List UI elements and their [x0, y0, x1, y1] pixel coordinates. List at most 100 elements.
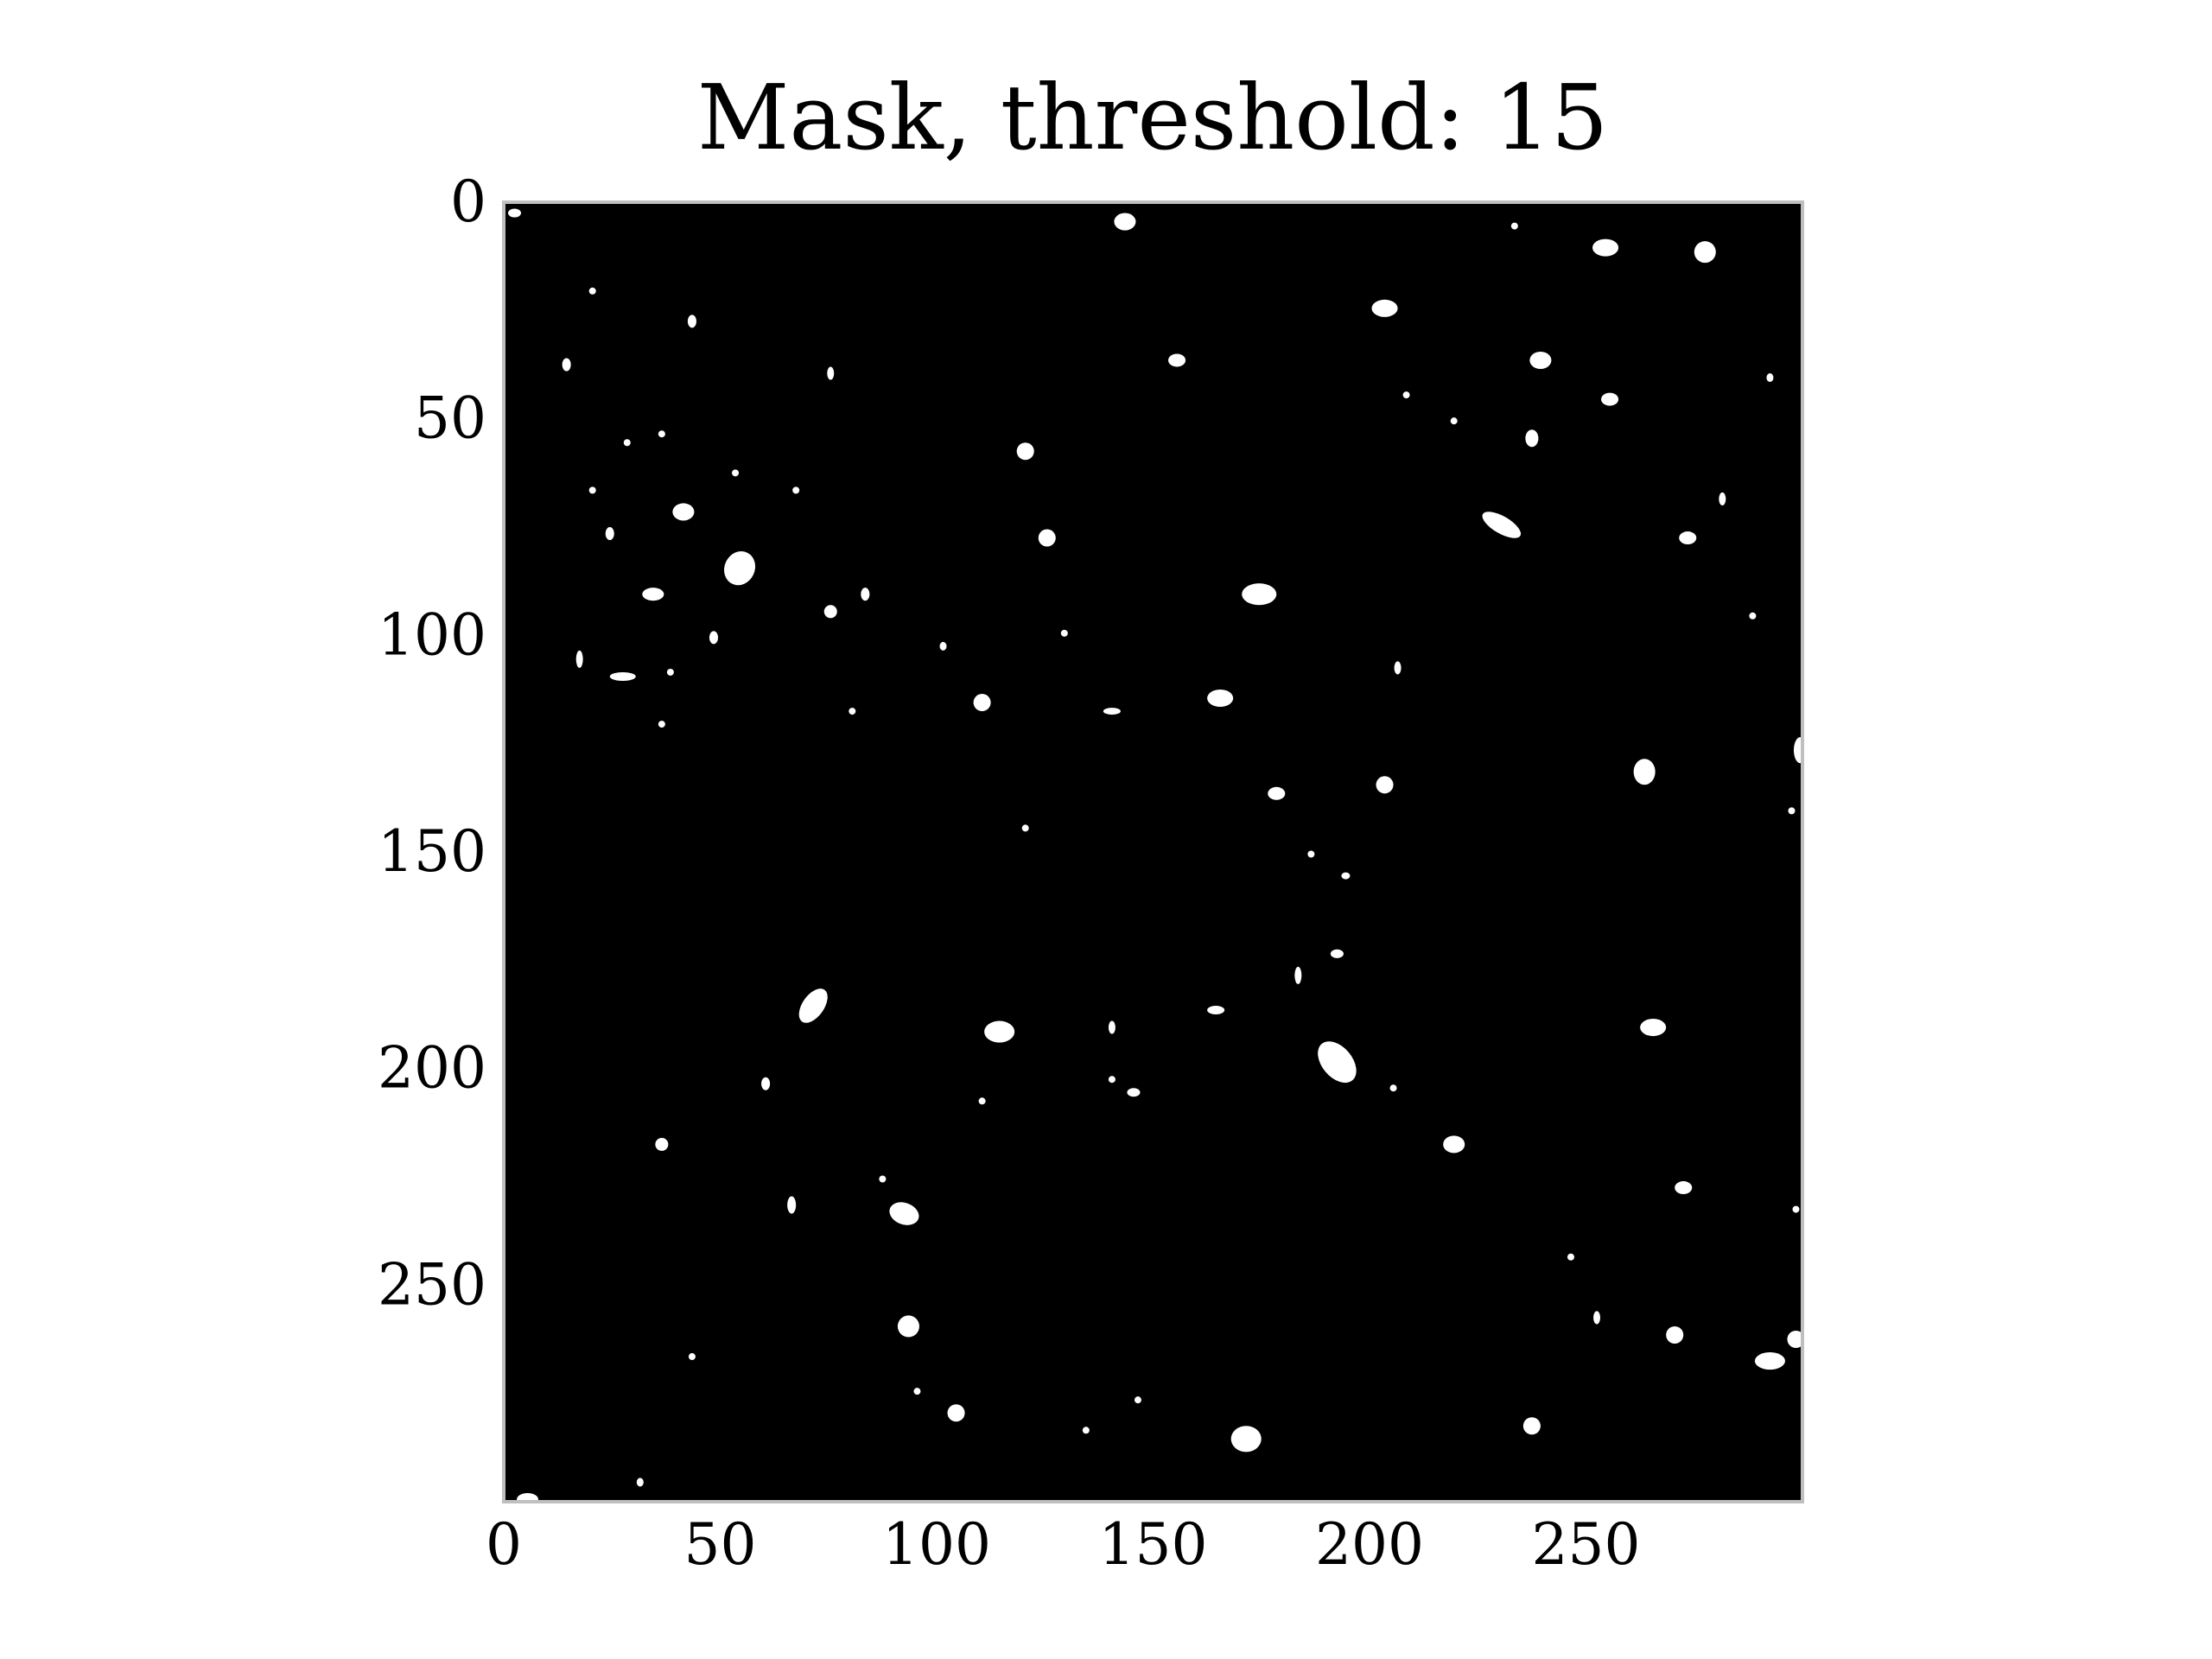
mask-blob — [636, 1478, 644, 1487]
mask-blob — [709, 631, 718, 645]
x-tick-label: 150 — [1099, 1511, 1208, 1578]
y-tick-label: 50 — [414, 385, 486, 452]
mask-blob — [1675, 1181, 1693, 1195]
mask-blob — [724, 550, 756, 586]
mask-blob — [1394, 661, 1402, 675]
mask-blob — [1788, 807, 1796, 815]
mask-blob — [1038, 529, 1056, 547]
mask-blob — [1749, 612, 1757, 620]
mask-blob — [1754, 1352, 1785, 1370]
mask-blob — [978, 1097, 986, 1105]
mask-blob — [1242, 583, 1277, 606]
y-tick-label: 100 — [378, 601, 486, 668]
mask-blob — [1482, 512, 1522, 538]
mask-blob — [939, 641, 947, 651]
x-tick-label: 100 — [882, 1511, 991, 1578]
mask-background — [504, 202, 1802, 1502]
mask-blob — [609, 671, 636, 681]
mask-blobs — [508, 208, 1808, 1507]
mask-blob — [1633, 759, 1656, 785]
x-tick-label: 50 — [684, 1511, 757, 1578]
x-tick-label: 0 — [486, 1511, 522, 1578]
mask-blob — [732, 469, 740, 477]
x-tick-label: 250 — [1532, 1511, 1641, 1578]
mask-blob — [1593, 1311, 1601, 1325]
mask-blob — [642, 588, 664, 601]
mask-blob — [792, 486, 800, 494]
mask-blob — [1793, 737, 1808, 764]
mask-blob — [666, 668, 674, 676]
mask-blob — [1108, 1076, 1116, 1084]
mask-blob — [889, 1202, 919, 1225]
mask-blob — [1127, 1088, 1141, 1097]
mask-blob — [1016, 442, 1034, 461]
mask-blob — [1389, 1084, 1397, 1092]
mask-blob — [688, 1353, 696, 1361]
mask-blob — [1567, 1253, 1574, 1261]
mask-blob — [1294, 966, 1302, 984]
mask-blob — [1318, 1041, 1357, 1084]
mask-blob — [1168, 353, 1186, 367]
x-axis-ticks: 0 50 100 150 200 250 — [486, 1511, 1640, 1578]
mask-blob — [672, 503, 695, 521]
mask-blob — [1601, 392, 1619, 406]
mask-blob — [1060, 629, 1068, 637]
mask-blob — [1510, 222, 1518, 230]
mask-blob — [1114, 213, 1136, 231]
mask-blob — [798, 988, 828, 1023]
mask-blob — [1719, 492, 1726, 505]
x-tick-label: 200 — [1315, 1511, 1424, 1578]
mask-blob — [1529, 351, 1552, 370]
mask-image — [504, 202, 1808, 1507]
mask-blob — [623, 439, 631, 447]
y-tick-label: 150 — [378, 818, 486, 885]
mask-blob — [1402, 391, 1410, 399]
mask-blob — [588, 486, 596, 494]
mask-blob — [1307, 850, 1315, 858]
mask-blob — [658, 430, 665, 438]
mask-blob — [1792, 1205, 1800, 1213]
mask-blob — [947, 1404, 965, 1422]
mask-blob — [913, 1388, 921, 1395]
y-tick-label: 200 — [378, 1035, 486, 1102]
mask-blob — [1679, 531, 1697, 545]
mask-blob — [1694, 241, 1716, 264]
mask-blob — [1371, 299, 1398, 317]
mask-blob — [1082, 1427, 1090, 1434]
mask-blob — [1207, 690, 1234, 708]
mask-blob — [517, 1492, 539, 1507]
mask-blob — [1021, 824, 1029, 832]
mask-blob — [1787, 1330, 1805, 1349]
mask-blob — [655, 1137, 669, 1151]
mask-blob — [1108, 1020, 1116, 1034]
mask-blob — [1525, 429, 1539, 448]
mask-blob — [508, 208, 522, 218]
mask-blob — [879, 1175, 887, 1183]
mask-blob — [897, 1315, 919, 1338]
mask-blob — [562, 358, 571, 372]
mask-blob — [849, 708, 856, 715]
y-tick-label: 0 — [450, 168, 486, 235]
mask-blob — [861, 588, 870, 601]
mask-blob — [1450, 417, 1458, 425]
mask-blob — [1103, 708, 1121, 715]
y-tick-label: 250 — [378, 1251, 486, 1318]
mask-blob — [1134, 1396, 1141, 1404]
mask-blob — [1640, 1019, 1667, 1037]
y-axis-ticks: 0 50 100 150 200 250 — [378, 168, 486, 1318]
mask-blob — [658, 721, 665, 728]
mask-blob — [973, 694, 991, 712]
mask-blob — [1230, 1426, 1262, 1452]
chart-title: Mask, threshold: 15 — [697, 65, 1608, 170]
mask-blob — [823, 605, 837, 619]
axes-frame — [502, 200, 1804, 1503]
mask-blob — [827, 366, 835, 380]
mask-blob — [1666, 1325, 1684, 1344]
mask-blob — [761, 1077, 771, 1090]
mask-blob — [787, 1196, 797, 1214]
mask-blob — [687, 315, 696, 328]
mask-blob — [1376, 776, 1394, 794]
mask-blob — [1443, 1135, 1465, 1154]
mask-blob — [1522, 1417, 1541, 1435]
